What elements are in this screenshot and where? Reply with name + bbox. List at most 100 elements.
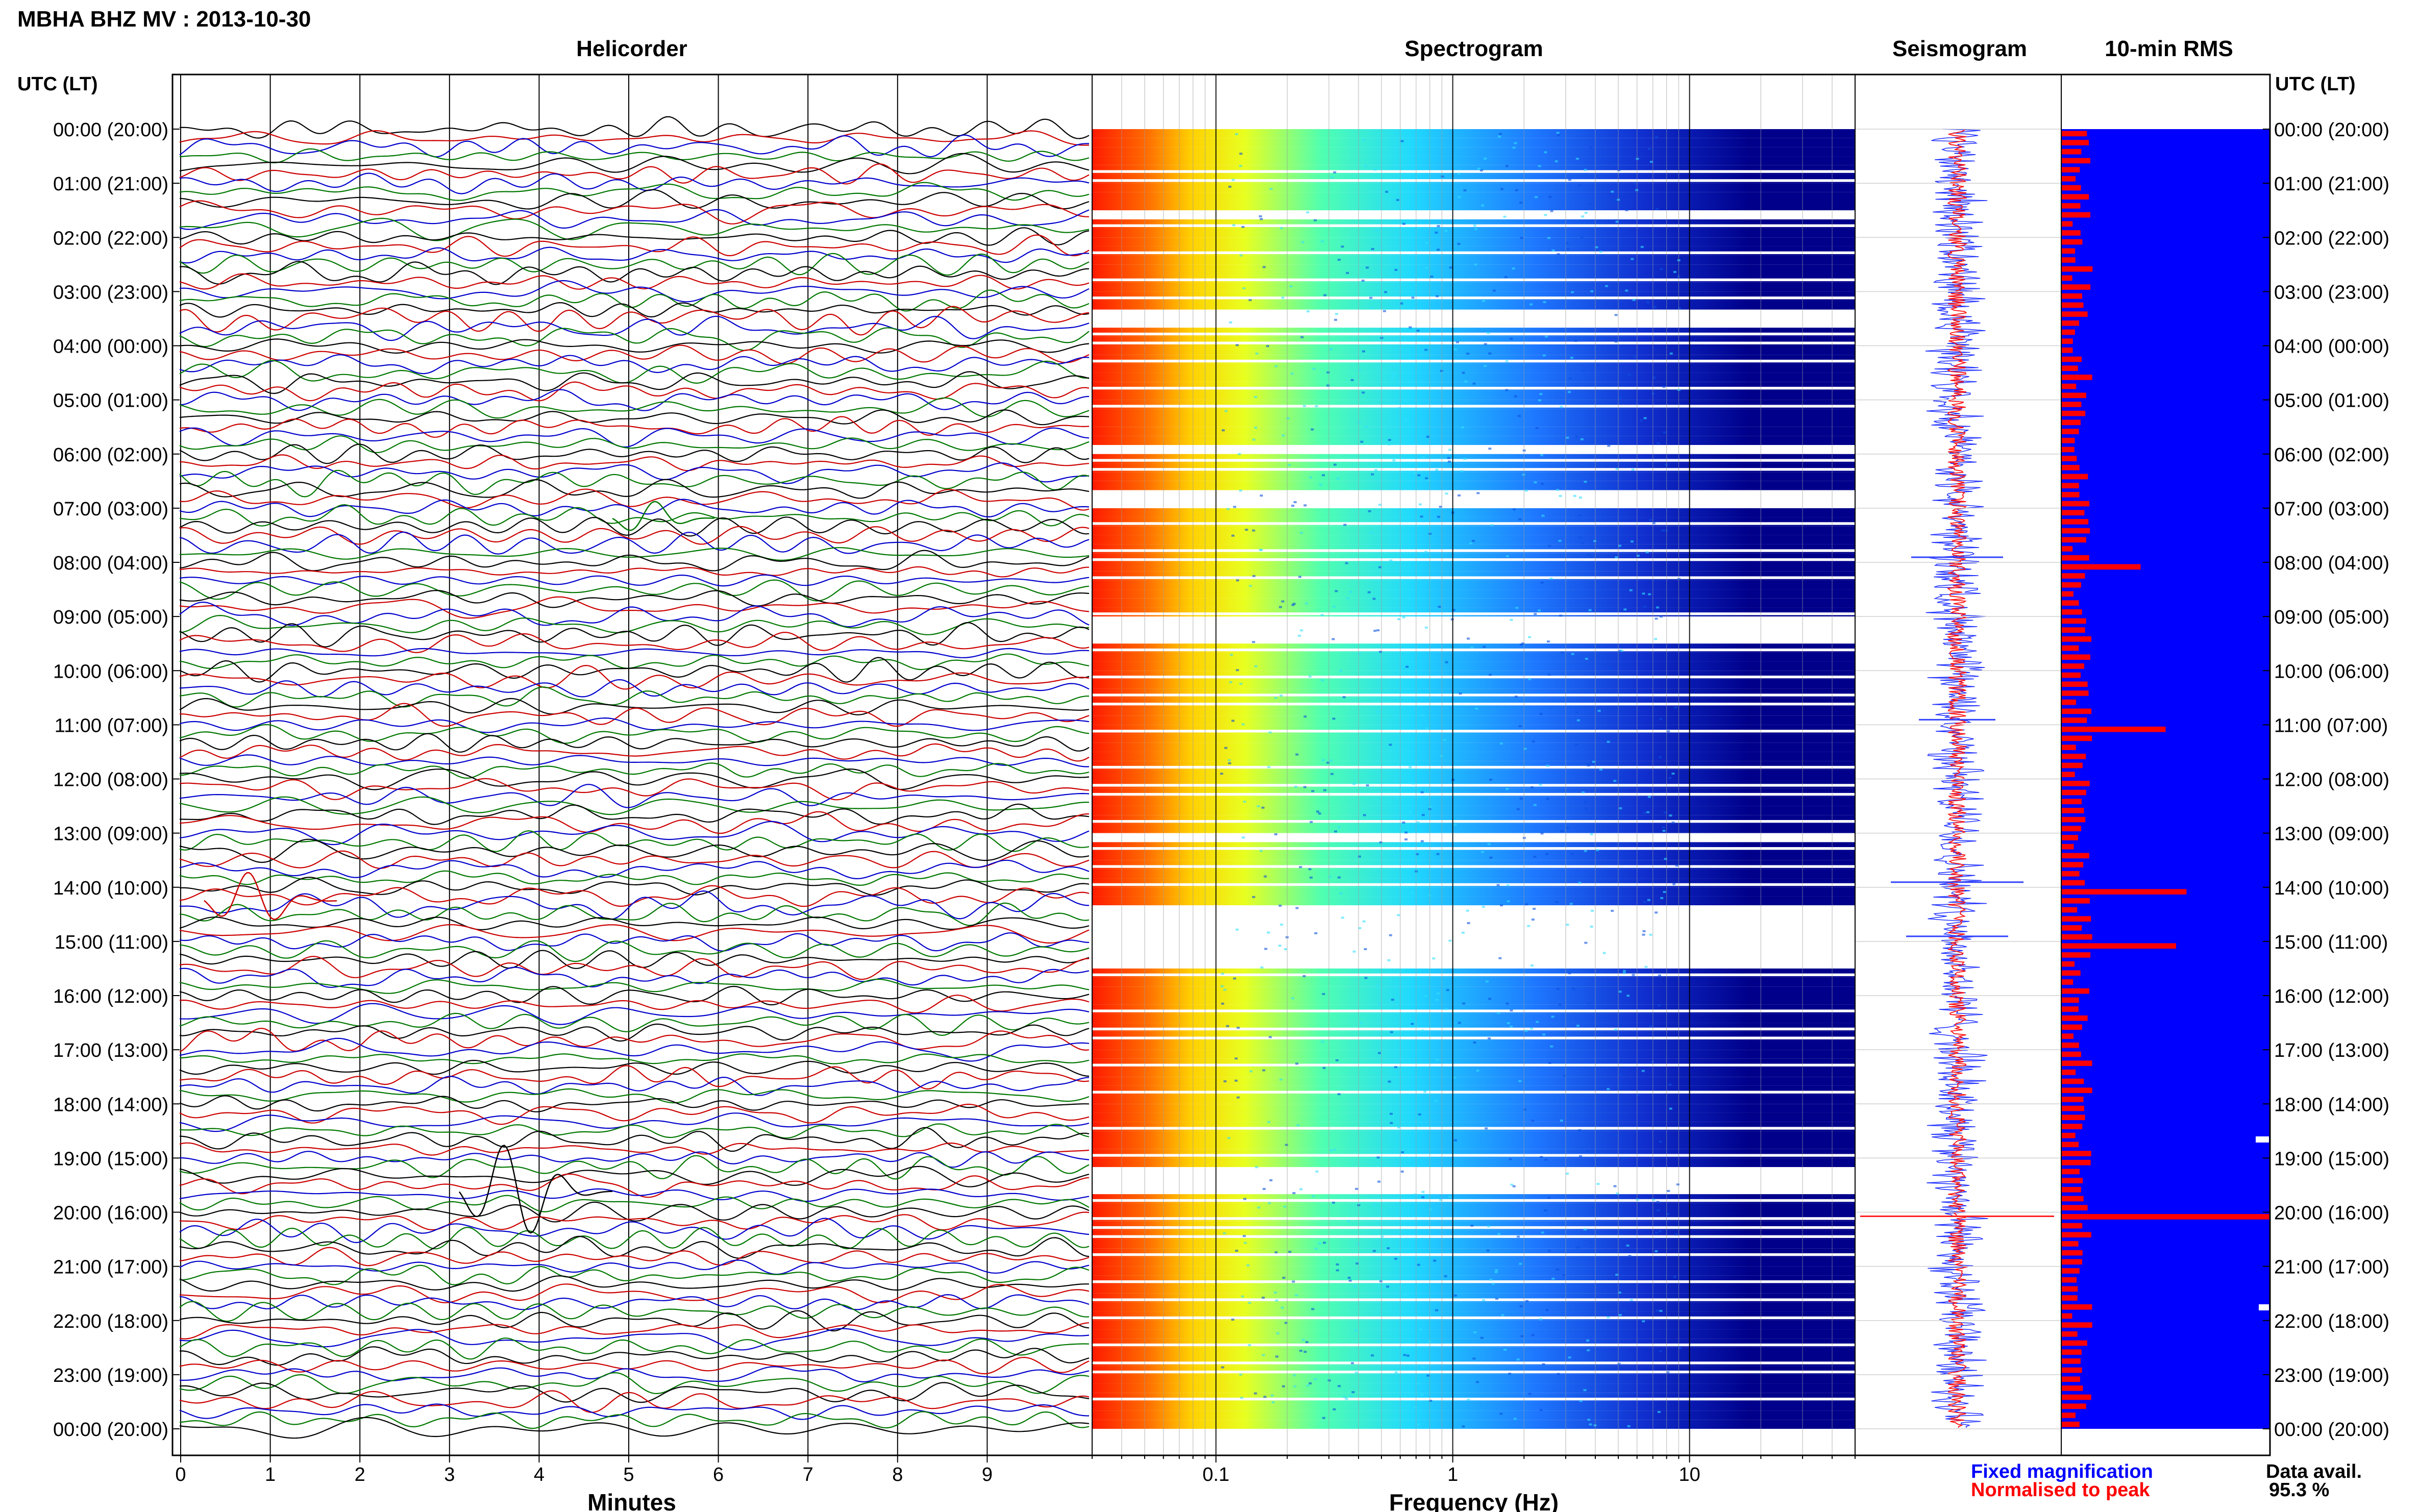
spectrogram-speckle bbox=[1513, 508, 1516, 511]
spectrogram-speckle bbox=[1484, 157, 1487, 160]
spectrogram-speckle bbox=[1278, 945, 1281, 947]
spectrogram-speckle bbox=[1429, 1400, 1433, 1402]
spectrogram-speckle bbox=[1262, 1354, 1265, 1356]
spectrogram-row bbox=[1092, 1095, 1855, 1104]
spectrogram-gap bbox=[1092, 1253, 1855, 1256]
spectrogram-speckle bbox=[1544, 214, 1547, 216]
spectrogram-row bbox=[1092, 1266, 1855, 1276]
time-tick-right: 13:00 (09:00) bbox=[2274, 824, 2389, 845]
time-tick-right: 11:00 (07:00) bbox=[2274, 715, 2388, 736]
spectrogram-speckle bbox=[1484, 365, 1487, 367]
spectrogram-speckle bbox=[1481, 204, 1485, 207]
helicorder-line bbox=[179, 724, 1090, 744]
spectrogram-speckle bbox=[1616, 1192, 1619, 1195]
spectrogram-speckle bbox=[1402, 616, 1405, 618]
rms-background bbox=[2061, 129, 2270, 1429]
spectrogram-speckle bbox=[1613, 162, 1617, 165]
spectrogram-speckle bbox=[1360, 1022, 1364, 1025]
spectrogram-speckle bbox=[1303, 504, 1307, 507]
spectrogram-speckle bbox=[1649, 161, 1653, 163]
spectrogram-row bbox=[1092, 373, 1855, 382]
rms-bar bbox=[2061, 654, 2090, 660]
utc-left-label: UTC (LT) bbox=[17, 73, 98, 95]
spectrogram-speckle bbox=[1424, 626, 1428, 629]
spectrogram-speckle bbox=[1528, 1393, 1532, 1395]
spectrogram-speckle bbox=[1348, 1279, 1352, 1282]
spectrogram-speckle bbox=[1379, 841, 1383, 844]
spectrogram-speckle bbox=[1282, 1385, 1286, 1387]
page-title: MBHA BHZ MV : 2013-10-30 bbox=[17, 7, 311, 32]
spectrogram-speckle bbox=[1402, 821, 1405, 824]
spectrogram-speckle bbox=[1400, 969, 1403, 972]
spectrogram-speckle bbox=[1435, 1100, 1438, 1102]
spectrogram-speckle bbox=[1584, 941, 1588, 944]
spectrogram-speckle bbox=[1401, 1151, 1404, 1154]
spectrogram-speckle bbox=[1335, 313, 1339, 315]
spectrogram-speckle bbox=[1237, 1096, 1240, 1099]
time-tick-left: 19:00 (15:00) bbox=[53, 1148, 168, 1170]
helicorder-line bbox=[179, 1037, 1090, 1062]
helicorder-line bbox=[179, 1356, 1090, 1375]
helicorder-line bbox=[179, 703, 1090, 727]
rms-bar bbox=[2061, 284, 2091, 290]
spectrogram-speckle bbox=[1409, 766, 1412, 769]
spectrogram-speckle bbox=[1420, 1394, 1424, 1396]
helicorder-line bbox=[179, 653, 1090, 671]
spectrogram-row bbox=[1092, 977, 1855, 987]
helicorder-line bbox=[179, 153, 1090, 175]
helicorder-line bbox=[179, 632, 1090, 653]
spectrogram-speckle bbox=[1252, 438, 1255, 441]
spectrogram-speckle bbox=[1645, 551, 1649, 554]
spectrogram-speckle bbox=[1248, 1344, 1251, 1347]
spectrogram-speckle bbox=[1437, 249, 1440, 251]
spectrogram-gap bbox=[1092, 468, 1855, 471]
spectrogram-speckle bbox=[1295, 753, 1299, 756]
spectrogram-speckle bbox=[1240, 1397, 1244, 1399]
spectrogram-grid bbox=[1092, 75, 1856, 1455]
helicorder-line bbox=[179, 1259, 1090, 1275]
rms-bar bbox=[2061, 943, 2176, 949]
helicorder-line bbox=[179, 253, 1090, 276]
spectrogram-speckle bbox=[1367, 591, 1371, 593]
spectrogram-speckle bbox=[1611, 190, 1614, 193]
spectrogram-speckle bbox=[1618, 650, 1622, 652]
spectrogram-speckle bbox=[1369, 296, 1373, 299]
spectrogram-gap bbox=[1092, 941, 1855, 951]
spectrogram-speckle bbox=[1494, 1271, 1498, 1274]
spectrogram-speckle bbox=[1279, 1078, 1282, 1081]
spectrogram-gap bbox=[1092, 959, 1855, 969]
minute-tick-label: 3 bbox=[444, 1464, 455, 1485]
spectrogram-speckle bbox=[1607, 444, 1611, 447]
rms-bar bbox=[2061, 1421, 2080, 1427]
spectrogram-row bbox=[1092, 255, 1855, 265]
spectrogram-speckle bbox=[1421, 714, 1425, 716]
spectrogram-row bbox=[1092, 1140, 1855, 1149]
spectrogram-gap bbox=[1092, 1199, 1855, 1202]
hour-gridlines bbox=[1855, 129, 2061, 1429]
helicorder-line bbox=[179, 327, 1090, 351]
spectrogram-speckle bbox=[1521, 642, 1525, 645]
helicorder-line bbox=[179, 1382, 1090, 1403]
spectrogram-speckle bbox=[1387, 959, 1391, 961]
spectrogram-speckle bbox=[1404, 831, 1408, 834]
spectrogram-speckle bbox=[1563, 1075, 1566, 1077]
spectrogram-speckle bbox=[1498, 957, 1502, 959]
spectrogram-speckle bbox=[1327, 1379, 1331, 1382]
spectrogram-speckle bbox=[1613, 780, 1617, 782]
spectrogram-speckle bbox=[1522, 474, 1525, 476]
spectrogram-speckle bbox=[1334, 318, 1338, 321]
spectrogram-speckle bbox=[1229, 681, 1232, 683]
time-tick-left: 21:00 (17:00) bbox=[53, 1257, 168, 1278]
spectrogram-speckle bbox=[1647, 899, 1650, 901]
spectrogram-speckle bbox=[1643, 811, 1646, 814]
spectrogram-speckle bbox=[1280, 923, 1283, 926]
spectrogram-speckle bbox=[1389, 743, 1392, 746]
spectrogram-speckle bbox=[1679, 1347, 1682, 1349]
spectrogram-speckle bbox=[1343, 524, 1347, 526]
spectrogram-speckle bbox=[1394, 1257, 1398, 1260]
spectrogram-speckle bbox=[1485, 1127, 1488, 1130]
spectrogram-speckle bbox=[1582, 369, 1585, 372]
frequency-tick-label: 0.1 bbox=[1202, 1464, 1229, 1485]
spectrogram-speckle bbox=[1662, 826, 1665, 829]
spectrogram-speckle bbox=[1523, 748, 1527, 750]
